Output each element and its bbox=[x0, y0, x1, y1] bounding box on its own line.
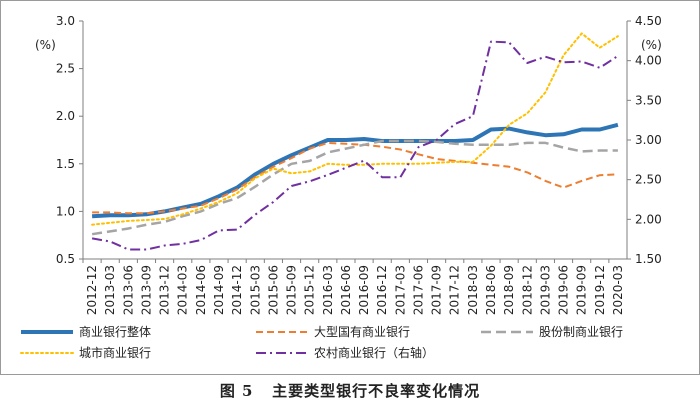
x-axis-tick-label: 2012-12 bbox=[85, 265, 99, 315]
series-line-4 bbox=[91, 40, 619, 251]
figure-label: 图 5 bbox=[219, 382, 254, 400]
x-axis-tick-label: 2014-03 bbox=[176, 265, 190, 315]
x-axis-tick-label: 2017-03 bbox=[393, 265, 407, 315]
left-axis-ticks: 0.5 1.0 1.5 2.0 2.5 3.0 bbox=[56, 14, 83, 266]
right-axis-tick-label: 2.00 bbox=[635, 212, 662, 226]
left-axis-tick-label: 1.0 bbox=[56, 204, 75, 218]
left-axis-tick-label: 2.0 bbox=[56, 109, 75, 123]
left-axis-tick-label: 1.5 bbox=[56, 157, 75, 171]
right-axis-tick-label: 4.00 bbox=[635, 54, 662, 68]
right-axis-tick-label: 3.00 bbox=[635, 133, 662, 147]
x-axis-tick-label: 2018-12 bbox=[520, 265, 534, 315]
chart-frame: 0.5 1.0 1.5 2.0 2.5 3.0 1.50 2.00 2.50 3.00 3.50 4… bbox=[0, 0, 700, 375]
right-axis-tick-label: 4.50 bbox=[635, 14, 662, 28]
right-axis-unit: (%) bbox=[641, 38, 662, 52]
legend-label-4: 农村商业银行（右轴） bbox=[314, 345, 434, 360]
legend-label-2: 股份制商业银行 bbox=[539, 324, 623, 339]
left-axis-tick-label: 2.5 bbox=[56, 62, 75, 76]
legend-label-0: 商业银行整体 bbox=[79, 324, 151, 339]
x-axis-ticks: 2012-12 2013-03 2013-06 2013-09 2013-12 2014-… bbox=[82, 259, 625, 315]
series-line-3 bbox=[91, 32, 619, 226]
figure-title: 主要类型银行不良率变化情况 bbox=[272, 382, 481, 400]
x-axis-tick-label: 2018-06 bbox=[484, 265, 498, 315]
x-axis-tick-label: 2017-12 bbox=[448, 265, 462, 315]
x-axis-tick-label: 2015-09 bbox=[285, 265, 299, 315]
x-axis-tick-label: 2020-03 bbox=[611, 265, 625, 315]
right-axis-tick-label: 2.50 bbox=[635, 173, 662, 187]
x-axis-tick-label: 2015-12 bbox=[303, 265, 317, 315]
x-axis-tick-label: 2016-06 bbox=[339, 265, 353, 315]
x-axis-tick-label: 2013-03 bbox=[103, 265, 117, 315]
legend-label-3: 城市商业银行 bbox=[79, 345, 151, 360]
x-axis-tick-label: 2015-06 bbox=[266, 265, 280, 315]
x-axis-tick-label: 2015-03 bbox=[248, 265, 262, 315]
x-axis-tick-label: 2013-09 bbox=[139, 265, 153, 315]
x-axis-tick-label: 2019-03 bbox=[538, 265, 552, 315]
x-axis-tick-label: 2019-06 bbox=[557, 265, 571, 315]
left-axis-tick-label: 3.0 bbox=[56, 14, 75, 28]
x-axis-tick-label: 2016-03 bbox=[321, 265, 335, 315]
x-axis-tick-label: 2016-09 bbox=[357, 265, 371, 315]
x-axis-tick-label: 2018-03 bbox=[466, 265, 480, 315]
series-line-1 bbox=[92, 141, 618, 215]
right-axis-tick-label: 3.50 bbox=[635, 93, 662, 107]
x-axis-tick-label: 2014-12 bbox=[230, 265, 244, 315]
left-axis-unit: (%) bbox=[35, 38, 56, 52]
line-chart: 0.5 1.0 1.5 2.0 2.5 3.0 1.50 2.00 2.50 3.00 3.50 4… bbox=[20, 14, 662, 360]
x-axis-tick-label: 2016-12 bbox=[375, 265, 389, 315]
series-line-0 bbox=[91, 122, 619, 219]
x-axis-tick-label: 2018-09 bbox=[502, 265, 516, 315]
x-axis-tick-label: 2019-09 bbox=[575, 265, 589, 315]
x-axis-tick-label: 2017-09 bbox=[430, 265, 444, 315]
right-axis-ticks: 1.50 2.00 2.50 3.00 3.50 4.00 4.50 bbox=[627, 14, 662, 266]
right-axis-tick-label: 1.50 bbox=[635, 252, 662, 266]
series-line-2 bbox=[91, 139, 618, 236]
legend-label-1: 大型国有商业银行 bbox=[314, 324, 410, 339]
x-axis-tick-label: 2014-09 bbox=[212, 265, 226, 315]
figure-caption: 图 5 主要类型银行不良率变化情况 bbox=[0, 380, 700, 401]
left-axis-tick-label: 0.5 bbox=[56, 252, 75, 266]
x-axis-tick-label: 2017-06 bbox=[411, 265, 425, 315]
x-axis-tick-label: 2019-12 bbox=[593, 265, 607, 315]
series-lines bbox=[91, 32, 619, 251]
x-axis-tick-label: 2014-06 bbox=[194, 265, 208, 315]
x-axis-tick-label: 2013-12 bbox=[158, 265, 172, 315]
x-axis-tick-label: 2013-06 bbox=[121, 265, 135, 315]
